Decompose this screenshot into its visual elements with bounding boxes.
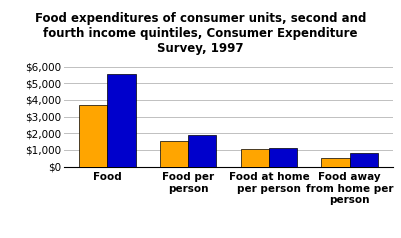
Bar xyxy=(241,149,269,167)
Text: Food expenditures of consumer units, second and
fourth income quintiles, Consume: Food expenditures of consumer units, sec… xyxy=(35,12,366,55)
Bar xyxy=(107,74,136,167)
Bar xyxy=(160,141,188,167)
Bar xyxy=(188,135,217,167)
Bar xyxy=(269,148,297,167)
Bar xyxy=(79,105,107,167)
Bar xyxy=(322,158,350,167)
Bar xyxy=(350,153,378,167)
